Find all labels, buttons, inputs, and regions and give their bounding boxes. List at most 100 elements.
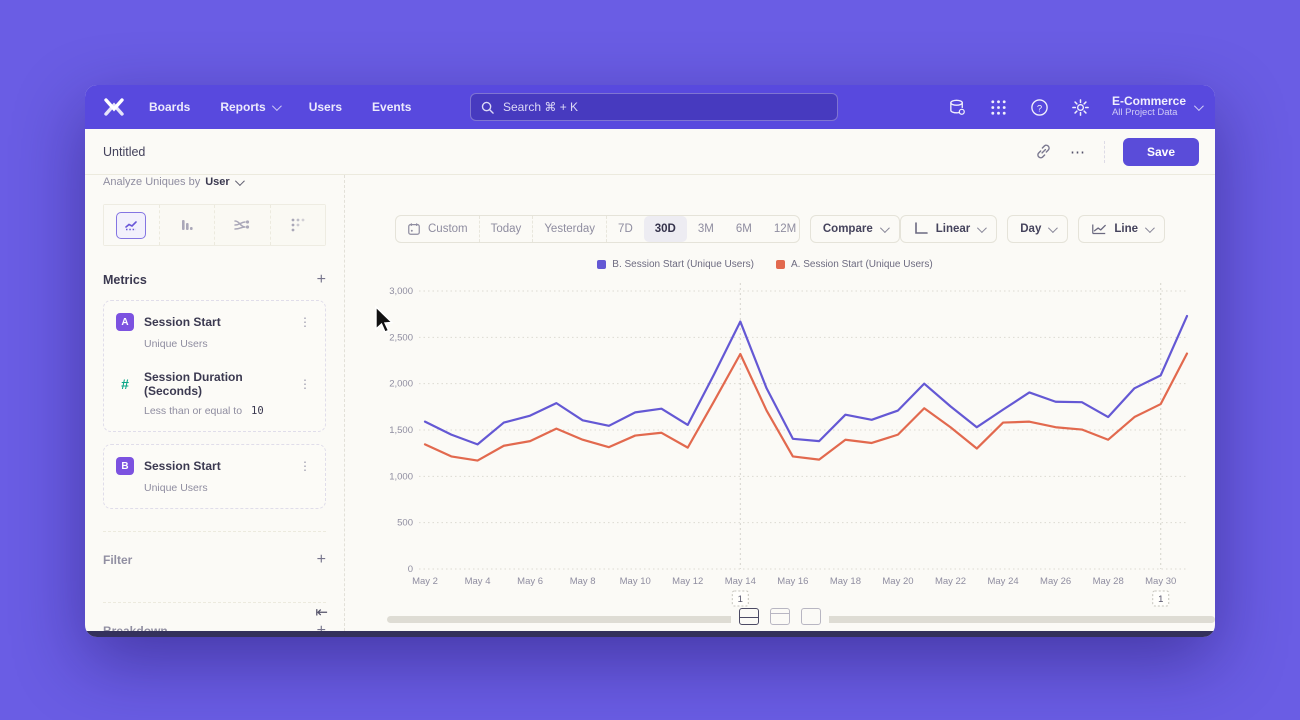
kebab-menu-icon[interactable]: ⋮: [299, 315, 311, 329]
range-7d[interactable]: 7D: [618, 223, 633, 235]
metric-session-duration[interactable]: # Session Duration (Seconds) ⋮: [116, 370, 313, 398]
interval-selector[interactable]: Day: [1007, 215, 1069, 243]
tab-flows[interactable]: [215, 205, 271, 245]
divider: [1103, 140, 1105, 163]
range-today[interactable]: Today: [480, 216, 534, 242]
legend-series-b[interactable]: B. Session Start (Unique Users): [597, 259, 754, 270]
tab-insights[interactable]: [104, 205, 160, 245]
report-header: Untitled ⋯ Save: [85, 129, 1215, 175]
add-breakdown-icon[interactable]: +: [316, 622, 326, 632]
breakdown-section[interactable]: Breakdown +: [103, 602, 326, 631]
svg-text:500: 500: [397, 518, 413, 529]
nav-item-users[interactable]: Users: [308, 100, 343, 114]
mixpanel-logo[interactable]: [103, 97, 125, 117]
metric-filter-clause[interactable]: Less than or equal to 10: [144, 405, 264, 417]
legend-series-a[interactable]: A. Session Start (Unique Users): [776, 259, 933, 270]
svg-text:May 14: May 14: [725, 576, 756, 587]
share-link-icon[interactable]: [1035, 143, 1052, 160]
analyze-uniques-selector[interactable]: Analyze Uniques by User: [103, 175, 326, 188]
settings-gear-icon[interactable]: [1071, 98, 1090, 117]
metric-card: B Session Start ⋮ Unique Users: [103, 444, 326, 509]
number-property-icon: #: [121, 376, 129, 392]
line-chart-icon: [125, 221, 138, 231]
query-builder-sidebar: Analyze Uniques by User: [85, 175, 345, 631]
range-30d[interactable]: 30D: [643, 216, 687, 242]
metric-badge-a: A: [116, 313, 134, 331]
add-metric-icon[interactable]: +: [316, 271, 326, 288]
chevron-down-icon: [271, 100, 282, 111]
range-custom[interactable]: Custom: [396, 216, 480, 242]
layout-chart-header-icon[interactable]: [770, 608, 790, 625]
metric-session-start-b[interactable]: B Session Start ⋮: [116, 457, 313, 475]
add-filter-icon[interactable]: +: [316, 551, 326, 568]
tab-retention[interactable]: [270, 205, 325, 245]
svg-text:May 8: May 8: [570, 576, 596, 587]
help-icon[interactable]: ?: [1030, 98, 1049, 117]
svg-text:May 12: May 12: [672, 576, 703, 587]
collapse-sidebar-icon[interactable]: ⇤: [315, 604, 328, 621]
tab-funnels[interactable]: [159, 205, 215, 245]
kebab-menu-icon[interactable]: ⋮: [299, 377, 311, 391]
svg-text:May 24: May 24: [987, 576, 1018, 587]
svg-text:May 2: May 2: [412, 576, 438, 587]
chevron-down-icon: [879, 222, 890, 233]
calendar-icon: [408, 223, 420, 235]
data-management-icon[interactable]: [948, 98, 967, 117]
chevron-down-icon: [977, 222, 988, 233]
nav-item-reports[interactable]: Reports: [220, 100, 282, 114]
range-12m[interactable]: 12M: [773, 223, 797, 235]
svg-text:May 20: May 20: [882, 576, 913, 587]
scale-selector[interactable]: Linear: [899, 215, 998, 243]
range-3m[interactable]: 3M: [697, 223, 714, 235]
app-window: Boards Reports Users Events Search ⌘ + K: [85, 85, 1215, 637]
linear-axis-icon: [914, 222, 928, 234]
save-button[interactable]: Save: [1122, 137, 1199, 166]
svg-text:May 16: May 16: [777, 576, 808, 587]
filter-section[interactable]: Filter +: [103, 531, 326, 588]
apps-grid-icon[interactable]: [989, 98, 1008, 117]
svg-text:May 26: May 26: [1040, 576, 1071, 587]
search-input[interactable]: Search ⌘ + K: [470, 93, 838, 121]
search-placeholder: Search ⌘ + K: [503, 100, 579, 114]
project-selector[interactable]: E-Commerce All Project Data: [1111, 93, 1204, 120]
retention-dots-icon: [291, 218, 305, 232]
insights-chart: 0 500 1,000 1,500 2,000 2,500 3,000 1 1 May 2 May …: [389, 283, 1189, 607]
svg-text:May 10: May 10: [620, 576, 651, 587]
layout-switcher: [731, 607, 829, 626]
svg-text:?: ?: [1037, 103, 1042, 114]
nav-item-events[interactable]: Events: [372, 100, 412, 114]
compare-button[interactable]: Compare: [809, 215, 900, 243]
metric-subtitle: Unique Users: [144, 482, 208, 494]
svg-text:May 30: May 30: [1145, 576, 1176, 587]
chart-type-selector[interactable]: Line: [1078, 215, 1165, 243]
nav-item-boards[interactable]: Boards: [149, 100, 191, 114]
report-title: Untitled: [103, 144, 146, 159]
layout-chart-table-icon[interactable]: [739, 608, 759, 625]
kebab-menu-icon[interactable]: ⋮: [299, 459, 311, 473]
legend-swatch: [597, 260, 607, 269]
chevron-down-icon: [234, 175, 245, 186]
svg-text:0: 0: [408, 564, 413, 575]
chart-panel: Custom Today Yesterday 7D 30D 3M 6M 12M …: [345, 175, 1215, 631]
range-6m[interactable]: 6M: [735, 223, 752, 235]
svg-text:1,000: 1,000: [389, 471, 413, 482]
chevron-down-icon: [1144, 222, 1155, 233]
svg-text:2,000: 2,000: [389, 379, 413, 390]
date-range-selector: Custom Today Yesterday 7D 30D 3M 6M 12M: [395, 215, 800, 243]
svg-text:May 18: May 18: [830, 576, 861, 587]
svg-text:May 22: May 22: [935, 576, 966, 587]
metric-session-start-a[interactable]: A Session Start ⋮: [116, 313, 313, 331]
flows-icon: [234, 220, 250, 230]
range-yesterday[interactable]: Yesterday: [533, 216, 608, 242]
layout-chart-only-icon[interactable]: [801, 608, 821, 625]
metric-group-card: A Session Start ⋮ Unique Users # Session…: [103, 300, 326, 432]
svg-text:1: 1: [738, 594, 743, 605]
bar-chart-icon: [181, 220, 193, 230]
top-navbar: Boards Reports Users Events Search ⌘ + K: [85, 85, 1215, 129]
svg-text:2,500: 2,500: [389, 332, 413, 343]
search-icon: [481, 101, 494, 114]
svg-text:1: 1: [1158, 594, 1163, 605]
project-name: E-Commerce: [1111, 93, 1186, 108]
more-menu-icon[interactable]: ⋯: [1069, 143, 1086, 161]
svg-text:May 6: May 6: [517, 576, 543, 587]
